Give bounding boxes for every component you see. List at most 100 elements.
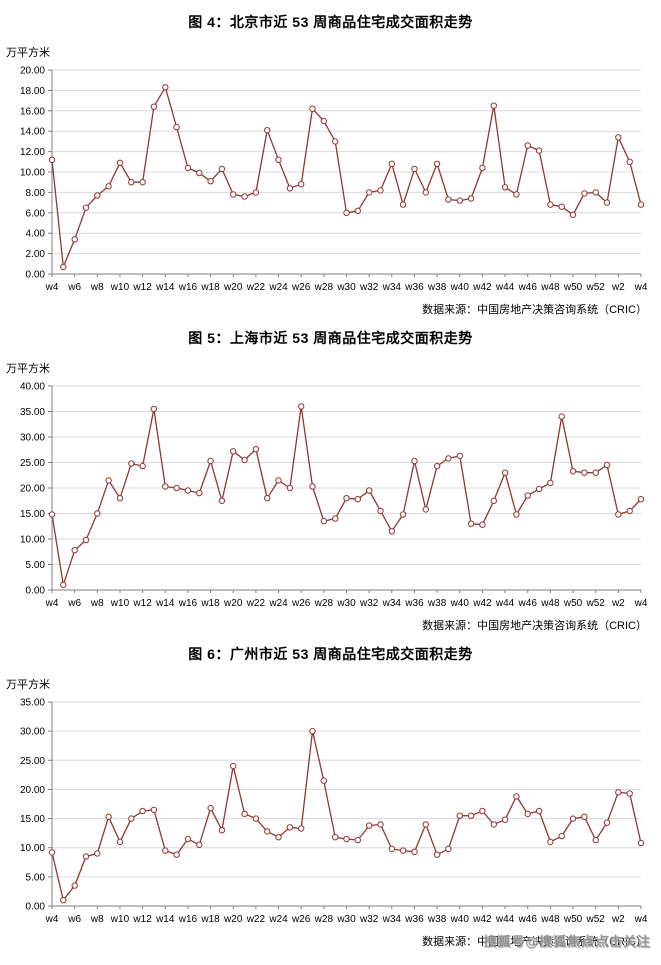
svg-text:w14: w14 [155, 282, 175, 293]
svg-text:w8: w8 [90, 282, 104, 293]
svg-text:40.00: 40.00 [20, 382, 45, 393]
figure-5-unit-label: 万平方米 [6, 363, 50, 375]
figure-6-title: 图 6：广州市近 53 周商品住宅成交面积走势 [188, 646, 473, 662]
svg-text:w22: w22 [246, 914, 266, 925]
figure-5-title: 图 5：上海市近 53 周商品住宅成交面积走势 [188, 330, 473, 346]
figure-6-source: 数据来源：中国房地产决策咨询系统（CRIC） [422, 936, 647, 948]
svg-text:w36: w36 [404, 282, 424, 293]
svg-text:w32: w32 [359, 282, 379, 293]
svg-text:w48: w48 [540, 282, 560, 293]
svg-text:w14: w14 [155, 914, 175, 925]
svg-text:w16: w16 [178, 282, 198, 293]
svg-text:10.00: 10.00 [20, 535, 45, 546]
svg-text:w48: w48 [540, 914, 560, 925]
svg-text:20.00: 20.00 [20, 484, 45, 495]
svg-text:w18: w18 [200, 914, 220, 925]
svg-text:30.00: 30.00 [20, 433, 45, 444]
svg-text:8.00: 8.00 [26, 188, 46, 199]
svg-text:w36: w36 [404, 598, 424, 609]
svg-text:w42: w42 [472, 282, 492, 293]
svg-text:10.00: 10.00 [20, 168, 45, 179]
svg-text:w28: w28 [314, 914, 334, 925]
svg-text:w28: w28 [314, 282, 334, 293]
svg-text:w26: w26 [291, 914, 311, 925]
svg-text:w8: w8 [90, 598, 104, 609]
svg-text:w52: w52 [586, 914, 606, 925]
svg-text:16.00: 16.00 [20, 106, 45, 117]
svg-text:4.00: 4.00 [26, 229, 46, 240]
svg-text:w12: w12 [132, 282, 152, 293]
figure-4-unit-label: 万平方米 [6, 47, 50, 59]
svg-text:w34: w34 [382, 914, 402, 925]
svg-text:w4: w4 [45, 914, 59, 925]
svg-text:w46: w46 [518, 282, 538, 293]
figure-6-source-row: 数据来源：中国房地产决策咨询系统（CRIC） 搜狐号@搜狐焦点点击关注 [0, 932, 661, 949]
svg-text:15.00: 15.00 [20, 814, 45, 825]
svg-text:w20: w20 [223, 282, 243, 293]
svg-text:w30: w30 [336, 914, 356, 925]
svg-text:w10: w10 [110, 282, 130, 293]
svg-text:w32: w32 [359, 914, 379, 925]
svg-text:w24: w24 [268, 914, 288, 925]
svg-text:w4: w4 [634, 598, 648, 609]
svg-text:w12: w12 [132, 598, 152, 609]
figure-5-source: 数据来源：中国房地产决策咨询系统（CRIC） [422, 620, 647, 632]
svg-text:w50: w50 [563, 282, 583, 293]
svg-text:w46: w46 [518, 914, 538, 925]
svg-text:w2: w2 [611, 598, 625, 609]
svg-text:30.00: 30.00 [20, 727, 45, 738]
svg-text:5.00: 5.00 [26, 560, 46, 571]
svg-text:w30: w30 [336, 282, 356, 293]
svg-text:w16: w16 [178, 598, 198, 609]
svg-text:w36: w36 [404, 914, 424, 925]
svg-text:0.00: 0.00 [26, 902, 46, 913]
svg-text:w26: w26 [291, 282, 311, 293]
svg-text:w10: w10 [110, 914, 130, 925]
svg-text:w24: w24 [268, 282, 288, 293]
svg-text:35.00: 35.00 [20, 407, 45, 418]
svg-text:w22: w22 [246, 598, 266, 609]
svg-text:w52: w52 [586, 598, 606, 609]
svg-text:w42: w42 [472, 598, 492, 609]
svg-text:w40: w40 [450, 598, 470, 609]
svg-text:10.00: 10.00 [20, 843, 45, 854]
svg-text:w46: w46 [518, 598, 538, 609]
svg-text:w20: w20 [223, 598, 243, 609]
svg-text:w26: w26 [291, 598, 311, 609]
figure-4-title: 图 4：北京市近 53 周商品住宅成交面积走势 [188, 14, 473, 30]
sohu-watermark: 搜狐号@搜狐焦点点击关注 [483, 934, 651, 949]
svg-text:w6: w6 [67, 598, 81, 609]
svg-text:w44: w44 [495, 598, 515, 609]
figure-5-line-chart: 0.00 5.00 10.00 15.00 20.00 25.00 30.00 35.00 40… [20, 382, 648, 610]
svg-text:w28: w28 [314, 598, 334, 609]
svg-text:w4: w4 [45, 282, 59, 293]
figure-6-block: 图 6：广州市近 53 周商品住宅成交面积走势 万平方米 0.00 5.00 10.… [0, 644, 661, 949]
svg-text:w18: w18 [200, 282, 220, 293]
svg-text:w24: w24 [268, 598, 288, 609]
svg-text:5.00: 5.00 [26, 872, 46, 883]
svg-text:w12: w12 [132, 914, 152, 925]
svg-text:w16: w16 [178, 914, 198, 925]
svg-text:w42: w42 [472, 914, 492, 925]
svg-text:w38: w38 [427, 914, 447, 925]
svg-text:25.00: 25.00 [20, 458, 45, 469]
figure-4-line-chart: 0.00 2.00 4.00 6.00 8.00 10.00 12.00 14.00 16.00… [20, 66, 648, 294]
svg-text:w32: w32 [359, 598, 379, 609]
svg-text:25.00: 25.00 [20, 756, 45, 767]
figure-5-source-row: 数据来源：中国房地产决策咨询系统（CRIC） [0, 616, 661, 632]
svg-text:35.00: 35.00 [20, 698, 45, 709]
svg-text:w4: w4 [634, 282, 648, 293]
figure-6-line-chart: 0.00 5.00 10.00 15.00 20.00 25.00 30.00 35.00 w4… [20, 698, 648, 926]
svg-text:w40: w40 [450, 914, 470, 925]
svg-text:w18: w18 [200, 598, 220, 609]
svg-text:w2: w2 [611, 914, 625, 925]
svg-text:6.00: 6.00 [26, 208, 46, 219]
figure-5-block: 图 5：上海市近 53 周商品住宅成交面积走势 万平方米 0.00 5.00 10.… [0, 328, 661, 632]
svg-text:w48: w48 [540, 598, 560, 609]
svg-text:14.00: 14.00 [20, 127, 45, 138]
svg-text:w22: w22 [246, 282, 266, 293]
svg-text:w14: w14 [155, 598, 175, 609]
svg-text:w2: w2 [611, 282, 625, 293]
svg-text:18.00: 18.00 [20, 86, 45, 97]
figure-4-source: 数据来源：中国房地产决策咨询系统（CRIC） [422, 304, 647, 316]
